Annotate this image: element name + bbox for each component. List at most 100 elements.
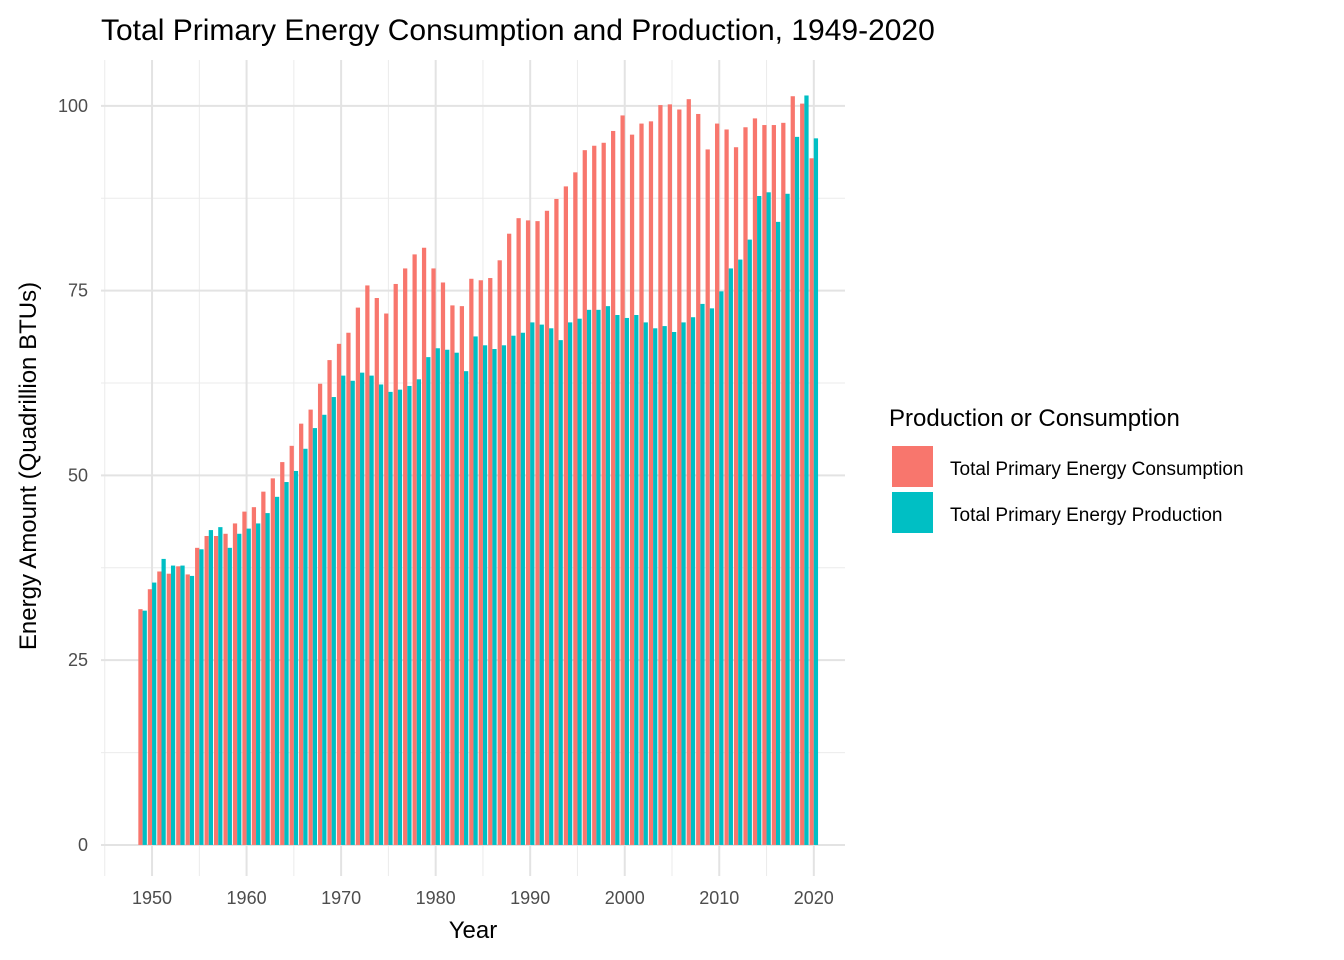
production-bar-1982 [454,352,459,845]
legend: Production or Consumption Total Primary … [889,405,1244,533]
consumption-bar-1976 [393,283,398,845]
production-bar-1965 [293,470,299,845]
consumption-bar-1983 [459,306,465,845]
production-bar-1978 [416,379,421,845]
legend-label-consumption: Total Primary Energy Consumption [950,459,1244,480]
consumption-bar-1979 [421,247,427,845]
production-bar-1960 [246,528,251,845]
consumption-bar-1949 [138,609,143,845]
production-bar-2007 [690,317,696,845]
production-bar-2012 [738,259,743,845]
consumption-bar-1987 [497,260,502,845]
production-bar-1990 [530,322,535,845]
production-bar-1989 [520,332,525,845]
consumption-bar-1988 [507,233,512,845]
production-bar-1954 [189,575,195,845]
production-bar-1988 [511,335,516,845]
consumption-bar-1984 [469,278,474,845]
consumption-bar-2007 [686,99,691,845]
consumption-bar-1977 [403,268,408,845]
production-bar-1998 [605,306,611,845]
production-bar-2018 [794,136,800,845]
consumption-bar-1959 [232,523,238,845]
consumption-bar-2012 [733,147,739,845]
consumption-bar-2005 [667,104,672,845]
production-bar-2003 [653,328,658,845]
consumption-bar-2008 [696,113,701,845]
production-bar-1997 [596,309,601,845]
legend-swatch-production [892,492,933,533]
production-bar-1995 [577,318,582,845]
consumption-bar-1992 [544,210,550,845]
consumption-bar-1966 [299,423,304,845]
production-bar-1999 [615,315,620,845]
production-bar-2005 [672,332,677,845]
production-bar-1993 [558,340,563,845]
legend-swatch-consumption [892,446,933,487]
consumption-bar-1962 [261,491,266,845]
consumption-bar-1982 [450,305,455,845]
consumption-bar-1997 [592,145,597,845]
production-bar-1994 [568,322,573,845]
legend-label-production: Total Primary Energy Production [950,505,1222,526]
y-axis-title: Energy Amount (Quadrillion BTUs) [15,282,42,650]
consumption-bar-1957 [213,536,219,845]
production-bar-2000 [624,317,629,845]
consumption-bar-1956 [204,536,209,845]
consumption-bar-2006 [677,109,682,845]
production-bar-2011 [728,268,733,845]
x-tick-label: 1970 [321,888,361,908]
x-axis-ticks: 1950 1960 1970 1980 1990 2000 2010 2020 [132,888,834,908]
production-bar-1970 [341,375,346,845]
consumption-bar-2010 [715,123,720,845]
y-tick-label: 50 [68,465,88,485]
consumption-bar-1955 [195,547,200,845]
y-tick-label: 100 [58,96,88,116]
production-bar-1963 [274,496,280,845]
x-tick-label: 1960 [227,888,267,908]
consumption-bar-1991 [535,221,540,845]
production-bar-1973 [369,375,374,845]
production-bar-1980 [435,348,440,845]
consumption-bar-2015 [762,125,767,845]
consumption-bar-2017 [781,122,786,845]
production-bar-1996 [586,309,592,845]
production-bar-1967 [312,428,318,845]
x-tick-label: 2000 [605,888,645,908]
y-tick-label: 75 [68,281,88,301]
x-axis-title: Year [449,917,498,944]
y-tick-label: 25 [68,650,88,670]
production-bar-2013 [747,239,752,845]
production-bar-2016 [775,221,781,845]
consumption-bar-1967 [308,409,313,845]
consumption-bar-1960 [242,511,247,845]
x-tick-label: 1950 [132,888,172,908]
consumption-bar-1964 [280,462,285,845]
consumption-bar-1969 [327,360,332,845]
consumption-bar-1985 [478,280,483,845]
consumption-bar-1993 [554,198,559,845]
consumption-bar-2013 [743,127,748,845]
production-bar-2009 [709,308,715,845]
production-bar-1972 [360,372,365,845]
consumption-bar-1994 [563,186,568,845]
production-bar-1977 [407,385,412,845]
production-bar-1992 [549,328,554,845]
production-bar-1962 [265,513,270,845]
bars [138,95,819,845]
production-bar-1983 [464,371,469,845]
consumption-bar-1989 [516,218,521,845]
production-bar-1975 [388,391,393,845]
production-bar-1956 [208,530,214,845]
production-bar-1949 [142,610,147,845]
consumption-bar-1981 [440,282,446,845]
x-tick-label: 2020 [794,888,834,908]
consumption-bar-1996 [582,150,587,845]
chart-title: Total Primary Energy Consumption and Pro… [101,14,935,47]
y-tick-label: 0 [78,835,88,855]
consumption-bar-1975 [384,313,389,845]
consumption-bar-1972 [355,307,361,845]
production-bar-2002 [643,322,648,845]
production-bar-1953 [180,565,185,845]
